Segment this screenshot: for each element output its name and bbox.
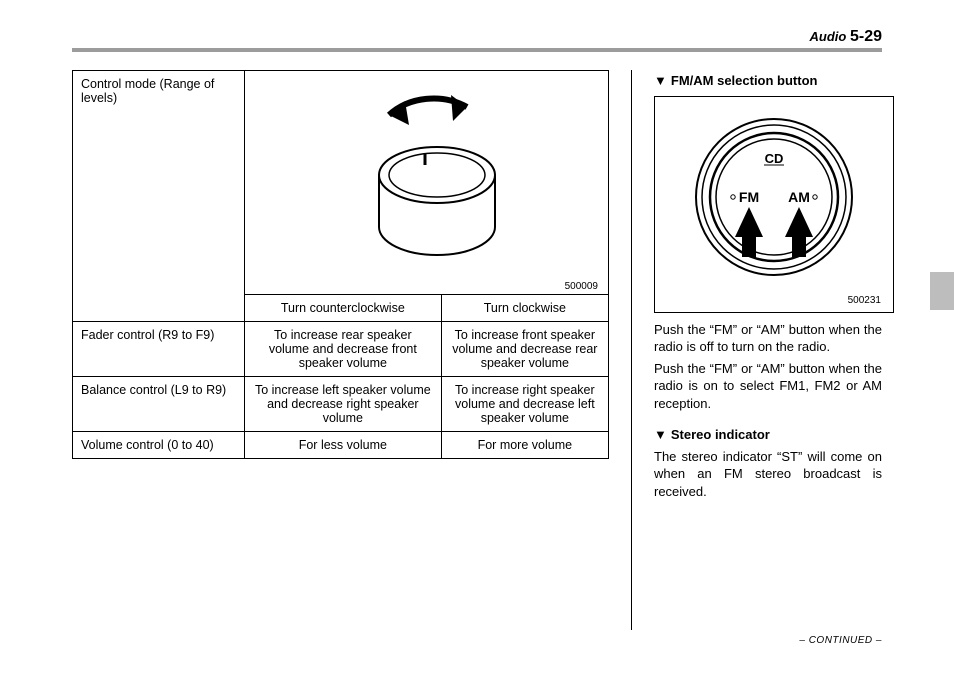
fm-label: FM (739, 189, 759, 205)
heading-text: Stereo indicator (671, 427, 770, 442)
top-rule (72, 48, 882, 52)
left-column: Control mode (Range of levels) (72, 70, 631, 630)
page-header: Audio 5-29 (810, 28, 882, 46)
paragraph: The stereo indicator “ST” will come on w… (654, 448, 882, 501)
am-label: AM (788, 189, 810, 205)
fmam-figure: CD FM AM 500231 (654, 96, 894, 313)
table-row: Control mode (Range of levels) (73, 71, 609, 295)
col-header-cw: Turn clockwise (441, 295, 608, 322)
right-column: ▼ FM/AM selection button CD FM AM (632, 70, 882, 630)
table-row: Balance control (L9 to R9) To increase l… (73, 377, 609, 432)
cell-cw: To increase right speaker volume and dec… (441, 377, 608, 432)
figure-number: 500009 (249, 281, 604, 292)
cd-label: CD (765, 151, 784, 166)
row-label: Balance control (L9 to R9) (73, 377, 245, 432)
paragraph: Push the “FM” or “AM” button when the ra… (654, 321, 882, 356)
knob-figure-cell: 500009 (245, 71, 609, 295)
controls-table: Control mode (Range of levels) (72, 70, 609, 459)
triangle-icon: ▼ (654, 426, 667, 444)
heading-text: FM/AM selection button (671, 73, 818, 88)
triangle-icon: ▼ (654, 72, 667, 90)
cell-ccw: To increase rear speaker volume and decr… (245, 322, 442, 377)
continued-label: – CONTINUED – (799, 635, 882, 646)
cell-cw: To increase front speaker volume and dec… (441, 322, 608, 377)
row-label: Fader control (R9 to F9) (73, 322, 245, 377)
page-number: 5-29 (850, 28, 882, 45)
table-head-cell: Control mode (Range of levels) (73, 71, 245, 322)
table-row: Fader control (R9 to F9) To increase rea… (73, 322, 609, 377)
cell-ccw: For less volume (245, 432, 442, 459)
col-header-ccw: Turn counterclockwise (245, 295, 442, 322)
row-label: Volume control (0 to 40) (73, 432, 245, 459)
knob-icon (317, 77, 537, 277)
table-row: Volume control (0 to 40) For less volume… (73, 432, 609, 459)
section-heading: ▼ FM/AM selection button (654, 72, 882, 90)
thumb-tab (930, 272, 954, 310)
cell-cw: For more volume (441, 432, 608, 459)
body: Control mode (Range of levels) (72, 70, 882, 630)
section-label: Audio (810, 29, 847, 44)
section-heading: ▼ Stereo indicator (654, 426, 882, 444)
paragraph: Push the “FM” or “AM” button when the ra… (654, 360, 882, 413)
cell-ccw: To increase left speaker volume and decr… (245, 377, 442, 432)
figure-number: 500231 (848, 294, 887, 308)
fmam-dial-icon: CD FM AM (679, 107, 869, 292)
page: Audio 5-29 Control mode (Range of levels… (0, 0, 954, 674)
